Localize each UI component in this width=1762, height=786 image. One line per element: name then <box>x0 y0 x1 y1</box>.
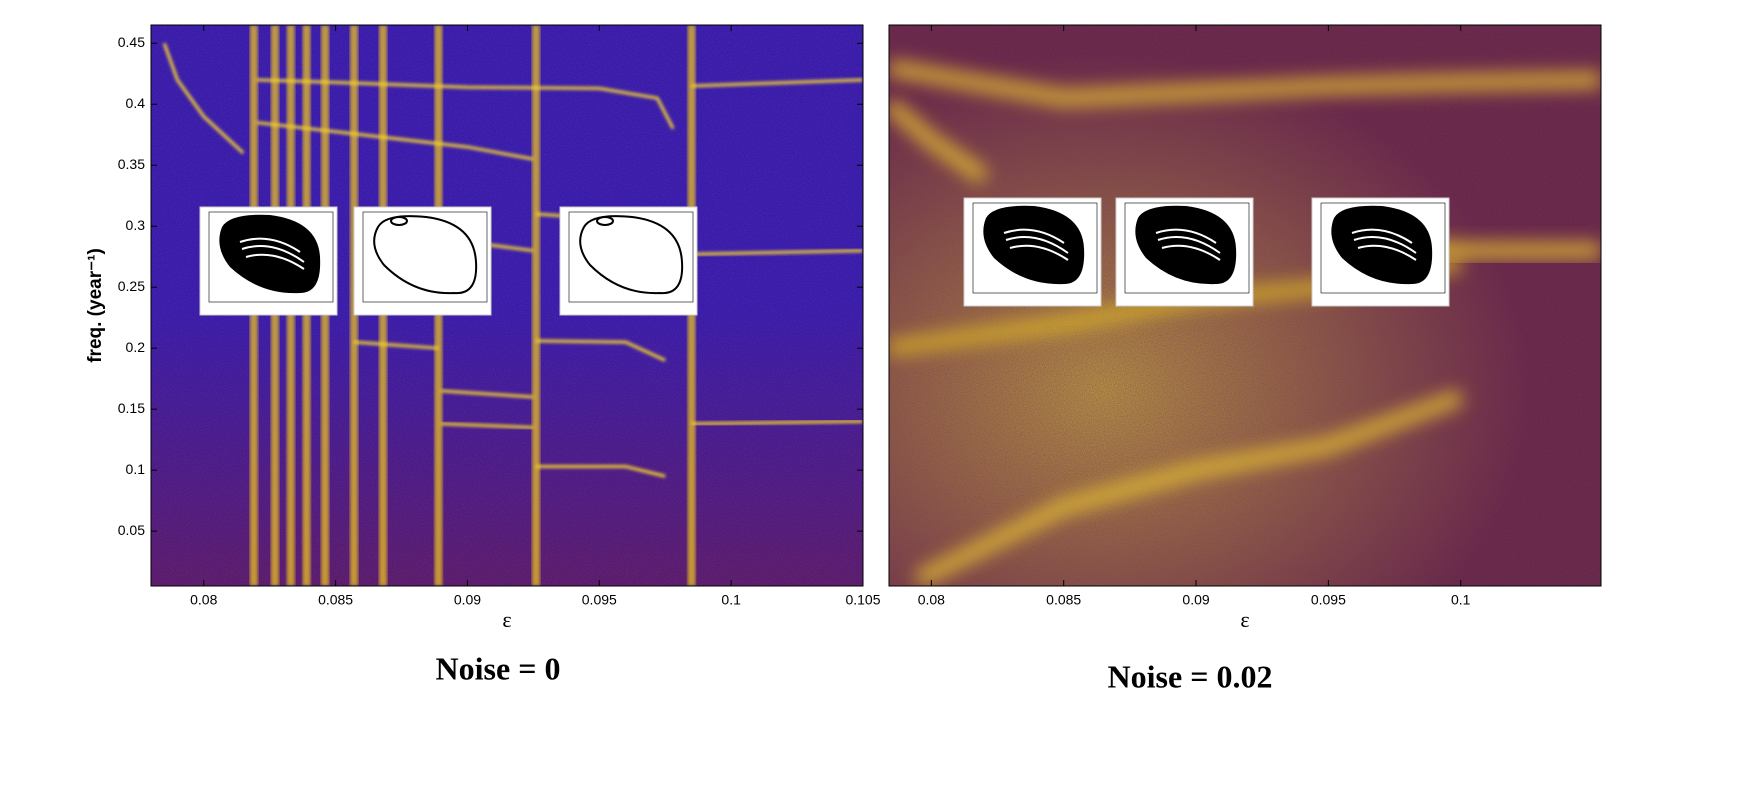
y-tick-label: 0.45 <box>118 34 145 50</box>
x-tick-label: 0.1 <box>1451 592 1471 608</box>
y-tick-label: 0.3 <box>126 217 146 233</box>
inset-portrait <box>1311 197 1450 307</box>
y-tick-label: 0.35 <box>118 156 145 172</box>
ridge <box>256 78 675 130</box>
ridge <box>691 78 863 88</box>
panels: 0.08 0.085 0.09 0.095 0.1 0.105 0.05 0.1 0.15 0.2… <box>85 24 1602 694</box>
x-tick-label: 0.105 <box>845 592 880 608</box>
ridge <box>536 464 666 478</box>
ridge <box>353 340 439 350</box>
x-tick-label: 0.09 <box>1182 592 1209 608</box>
ridge <box>535 339 666 362</box>
ridge <box>441 422 534 429</box>
inset-portrait <box>199 206 338 316</box>
y-tick-label: 0.25 <box>118 278 145 294</box>
plot-frame <box>150 24 864 587</box>
ridge <box>162 42 245 155</box>
ridge <box>889 98 989 185</box>
x-tick-label: 0.095 <box>582 592 617 608</box>
band <box>532 25 541 586</box>
x-tick-label: 0.1 <box>721 592 741 608</box>
x-tick-label: 0.08 <box>190 592 217 608</box>
y-tick-label: 0.4 <box>126 95 146 111</box>
y-axis-label: freq. (year⁻¹) <box>85 248 106 363</box>
inset-portrait <box>559 206 698 316</box>
y-tick-label: 0.15 <box>118 400 145 416</box>
plot-frame <box>888 24 1602 587</box>
x-axis-label: ε <box>502 607 511 632</box>
panel: 0.08 0.085 0.09 0.095 0.1 ε Noise = 0.02 <box>888 24 1602 694</box>
y-tick-label: 0.05 <box>118 522 145 538</box>
inset-portrait <box>353 206 492 316</box>
inset-portrait <box>1115 197 1254 307</box>
x-tick-label: 0.085 <box>1046 592 1081 608</box>
panel-title: Noise = 0 <box>436 650 561 686</box>
panel-title: Noise = 0.02 <box>1108 658 1273 694</box>
panel: 0.08 0.085 0.09 0.095 0.1 0.105 0.05 0.1 0.15 0.2… <box>85 24 881 686</box>
x-tick-label: 0.09 <box>454 592 481 608</box>
inset-portrait <box>963 197 1102 307</box>
ridge <box>691 419 863 426</box>
y-tick-label: 0.2 <box>126 339 146 355</box>
x-tick-label: 0.085 <box>318 592 353 608</box>
ridge <box>914 389 1464 586</box>
ridge <box>440 389 534 399</box>
x-axis-label: ε <box>1240 607 1249 632</box>
x-tick-label: 0.08 <box>918 592 945 608</box>
x-tick-label: 0.095 <box>1311 592 1346 608</box>
y-tick-label: 0.1 <box>126 461 146 477</box>
ridge <box>256 121 534 161</box>
ridge <box>889 59 1601 107</box>
ridge <box>691 249 863 256</box>
